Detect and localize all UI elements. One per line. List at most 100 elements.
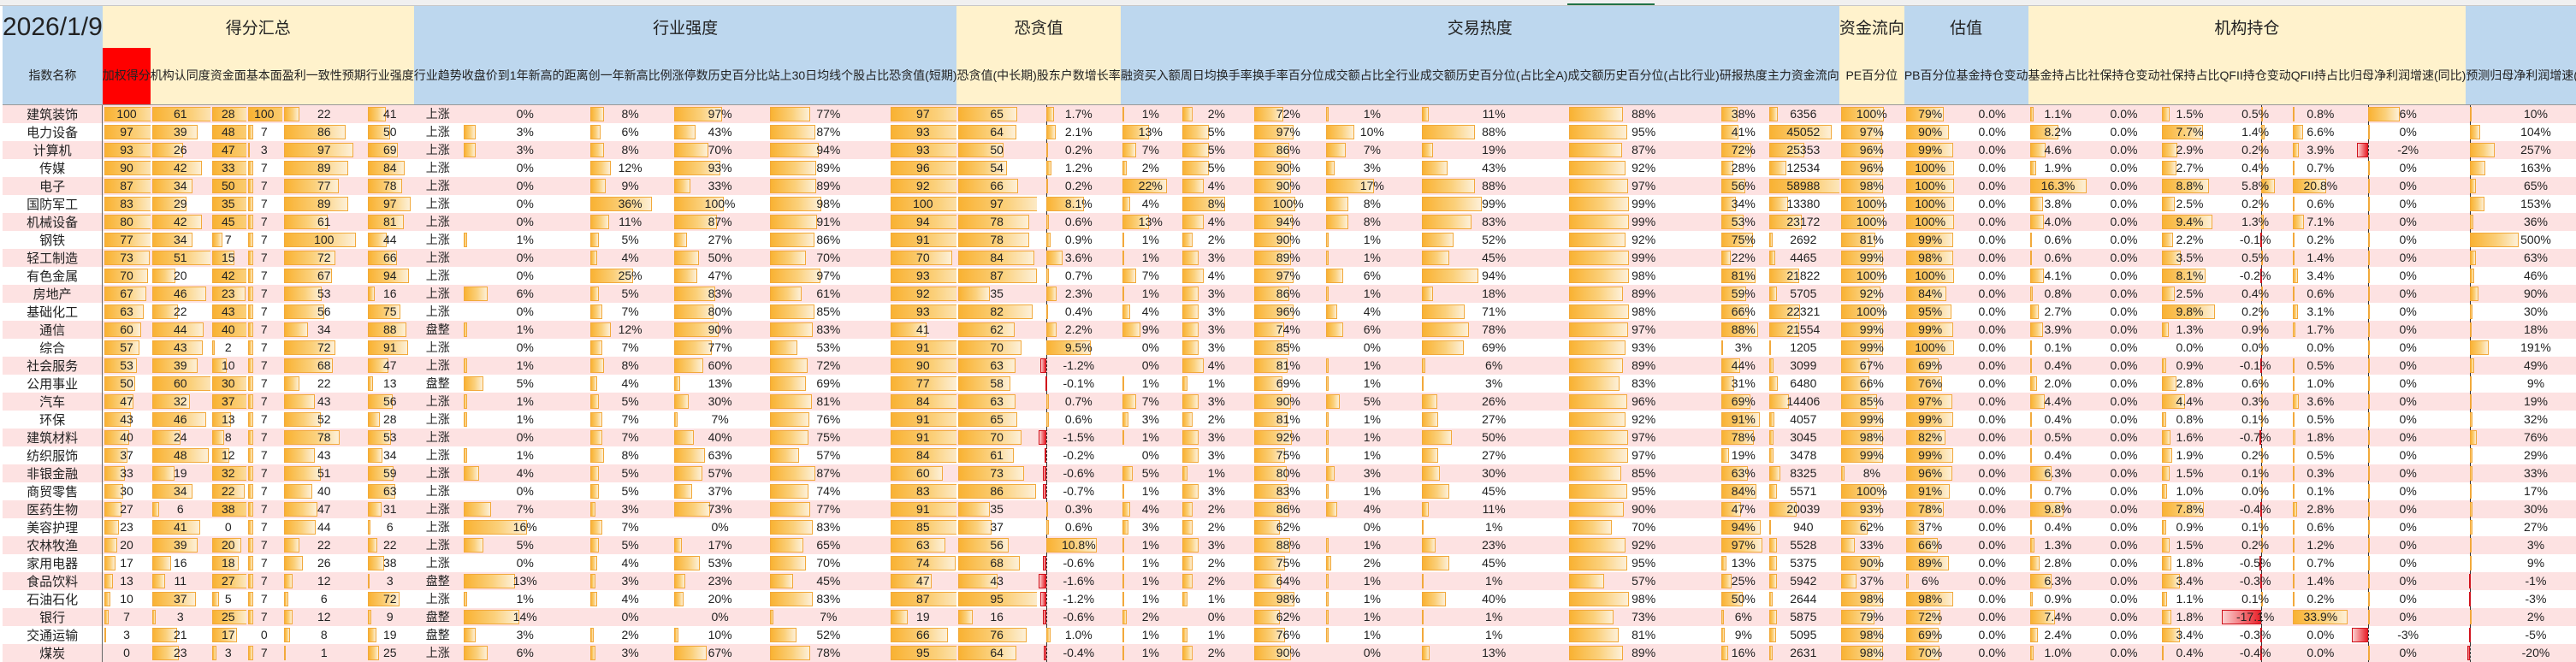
- value-cell[interactable]: -1.5%: [1036, 428, 1121, 446]
- column-header[interactable]: PE百分位: [1839, 48, 1904, 105]
- value-cell[interactable]: 41: [889, 320, 957, 339]
- value-cell[interactable]: 45: [210, 212, 246, 231]
- value-cell[interactable]: 69%: [1904, 356, 1957, 375]
- value-cell[interactable]: 97%: [672, 104, 768, 123]
- value-cell[interactable]: 72%: [1904, 607, 1957, 626]
- value-cell[interactable]: 6%: [2349, 104, 2466, 123]
- value-cell[interactable]: 66: [956, 176, 1037, 195]
- value-cell[interactable]: 73%: [672, 499, 768, 518]
- value-cell[interactable]: 7%: [1324, 140, 1420, 159]
- value-cell[interactable]: 0.6%: [1036, 410, 1121, 429]
- value-cell[interactable]: 53: [102, 356, 151, 375]
- value-cell[interactable]: 上涨: [413, 122, 462, 141]
- value-cell[interactable]: 2%: [1120, 158, 1181, 177]
- value-cell[interactable]: 3%: [1180, 428, 1252, 446]
- value-cell[interactable]: 0%: [1120, 356, 1181, 375]
- value-cell[interactable]: 49%: [2466, 356, 2576, 375]
- value-cell[interactable]: 1%: [1324, 607, 1420, 626]
- value-cell[interactable]: 5942: [1767, 571, 1839, 590]
- value-cell[interactable]: 25%: [1719, 571, 1768, 590]
- index-name-cell[interactable]: 国防军工: [3, 194, 104, 213]
- value-cell[interactable]: 16: [150, 553, 210, 572]
- value-cell[interactable]: 0.0%: [1956, 499, 2028, 518]
- value-cell[interactable]: 99%: [1839, 446, 1904, 464]
- value-cell[interactable]: 7: [246, 482, 282, 500]
- value-cell[interactable]: 0%: [2349, 499, 2466, 518]
- value-cell[interactable]: 90%: [1252, 176, 1324, 195]
- value-cell[interactable]: 0%: [2349, 248, 2466, 267]
- value-cell[interactable]: 4%: [1120, 499, 1181, 518]
- value-cell[interactable]: 5%: [588, 392, 672, 411]
- value-cell[interactable]: 75: [365, 302, 414, 321]
- value-cell[interactable]: 45%: [1419, 248, 1568, 267]
- value-cell[interactable]: 16%: [1719, 643, 1768, 662]
- value-cell[interactable]: -0.6%: [1036, 464, 1121, 482]
- value-cell[interactable]: 48: [210, 122, 246, 141]
- index-name-cell[interactable]: 家用电器: [3, 553, 104, 572]
- value-cell[interactable]: 77%: [672, 338, 768, 357]
- value-cell[interactable]: 78%: [1419, 320, 1568, 339]
- value-cell[interactable]: 47: [281, 499, 366, 518]
- value-cell[interactable]: 89: [281, 194, 366, 213]
- value-cell[interactable]: 0.0%: [2087, 517, 2160, 536]
- value-cell[interactable]: 100%: [1839, 104, 1904, 123]
- value-cell[interactable]: 87: [889, 589, 957, 608]
- value-cell[interactable]: 12534: [1767, 158, 1839, 177]
- value-cell[interactable]: 16: [365, 284, 414, 303]
- value-cell[interactable]: 0%: [2349, 589, 2466, 608]
- value-cell[interactable]: 0.0%: [2087, 625, 2160, 644]
- value-cell[interactable]: 89%: [1567, 356, 1720, 375]
- value-cell[interactable]: 3: [365, 571, 414, 590]
- value-cell[interactable]: 70%: [1904, 643, 1957, 662]
- column-header[interactable]: 社保持仓变动: [2087, 48, 2160, 105]
- value-cell[interactable]: 76%: [1904, 374, 1957, 393]
- group-header[interactable]: 行业强度: [413, 6, 957, 48]
- index-name-cell[interactable]: 基础化工: [3, 302, 104, 321]
- value-cell[interactable]: -0.1%: [2219, 230, 2291, 249]
- value-cell[interactable]: 23172: [1767, 212, 1839, 231]
- value-cell[interactable]: 95%: [1904, 302, 1957, 321]
- value-cell[interactable]: 上涨: [413, 535, 462, 554]
- value-cell[interactable]: 85%: [767, 302, 890, 321]
- value-cell[interactable]: 58988: [1767, 176, 1839, 195]
- value-cell[interactable]: 93: [102, 140, 151, 159]
- value-cell[interactable]: -0.1%: [2219, 356, 2291, 375]
- column-header[interactable]: 资金面: [210, 48, 246, 105]
- value-cell[interactable]: 18%: [1419, 284, 1568, 303]
- value-cell[interactable]: 1.5%: [2159, 464, 2220, 482]
- value-cell[interactable]: 2%: [1324, 553, 1420, 572]
- value-cell[interactable]: 5095: [1767, 625, 1839, 644]
- value-cell[interactable]: 67%: [1839, 356, 1904, 375]
- value-cell[interactable]: 3045: [1767, 428, 1839, 446]
- value-cell[interactable]: 52: [281, 410, 366, 429]
- value-cell[interactable]: 17%: [672, 535, 768, 554]
- value-cell[interactable]: -2%: [2349, 140, 2466, 159]
- value-cell[interactable]: 29%: [2466, 446, 2576, 464]
- value-cell[interactable]: 0%: [461, 553, 589, 572]
- value-cell[interactable]: 38: [365, 553, 414, 572]
- value-cell[interactable]: 100%: [1839, 212, 1904, 231]
- value-cell[interactable]: 0%: [2349, 482, 2466, 500]
- value-cell[interactable]: 上涨: [413, 643, 462, 662]
- value-cell[interactable]: 2692: [1767, 230, 1839, 249]
- index-name-cell[interactable]: 通信: [3, 320, 104, 339]
- value-cell[interactable]: 3: [210, 643, 246, 662]
- value-cell[interactable]: 12: [210, 446, 246, 464]
- group-header[interactable]: 资金流向: [1839, 6, 1904, 48]
- value-cell[interactable]: 99%: [1904, 320, 1957, 339]
- column-header[interactable]: 成交额占比全行业: [1324, 48, 1420, 105]
- value-cell[interactable]: 8325: [1767, 464, 1839, 482]
- value-cell[interactable]: 上涨: [413, 212, 462, 231]
- column-header[interactable]: 研报热度: [1719, 48, 1768, 105]
- value-cell[interactable]: 0.0%: [1956, 194, 2028, 213]
- value-cell[interactable]: 7: [246, 589, 282, 608]
- value-cell[interactable]: 0.0%: [1956, 158, 2028, 177]
- value-cell[interactable]: 0.9%: [2219, 320, 2291, 339]
- value-cell[interactable]: 99%: [1839, 248, 1904, 267]
- index-name-cell[interactable]: 农林牧渔: [3, 535, 104, 554]
- value-cell[interactable]: 30%: [2466, 302, 2576, 321]
- value-cell[interactable]: 0.2%: [2219, 535, 2291, 554]
- value-cell[interactable]: 3%: [1180, 535, 1252, 554]
- value-cell[interactable]: 0%: [461, 104, 589, 123]
- value-cell[interactable]: 18: [210, 553, 246, 572]
